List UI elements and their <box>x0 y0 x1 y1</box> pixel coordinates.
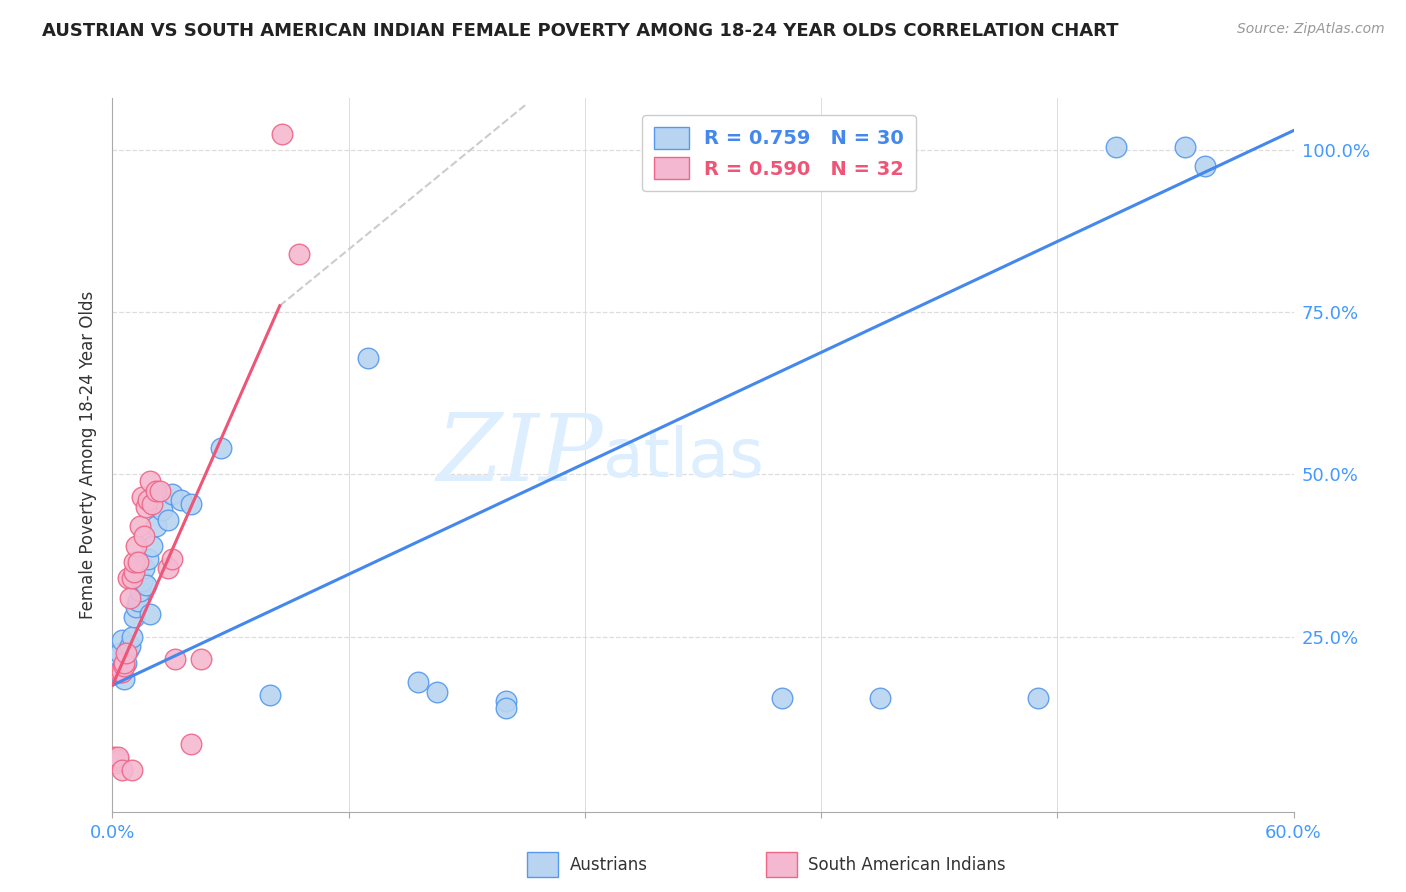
Point <box>105 652 128 666</box>
Text: ZIP: ZIP <box>436 410 603 500</box>
Point <box>426 684 449 698</box>
Point <box>165 652 187 666</box>
Point <box>127 594 149 608</box>
Point <box>121 630 143 644</box>
Text: atlas: atlas <box>603 425 763 491</box>
Point <box>105 756 128 770</box>
Text: Austrians: Austrians <box>569 856 647 874</box>
Point <box>149 483 172 498</box>
Point <box>117 571 139 585</box>
Point <box>1174 140 1197 154</box>
Legend: R = 0.759   N = 30, R = 0.590   N = 32: R = 0.759 N = 30, R = 0.590 N = 32 <box>643 115 915 191</box>
Point <box>112 658 135 673</box>
Point <box>145 519 167 533</box>
Point <box>111 763 134 777</box>
Point <box>190 652 212 666</box>
Point <box>1105 140 1128 154</box>
Point <box>107 753 129 767</box>
Point <box>115 646 138 660</box>
Point <box>107 749 129 764</box>
Point <box>122 555 145 569</box>
Point <box>129 519 152 533</box>
Point <box>111 665 134 680</box>
Text: Source: ZipAtlas.com: Source: ZipAtlas.com <box>1237 22 1385 37</box>
Y-axis label: Female Poverty Among 18-24 Year Olds: Female Poverty Among 18-24 Year Olds <box>79 291 97 619</box>
Point <box>120 591 142 605</box>
Point <box>160 551 183 566</box>
Point <box>121 571 143 585</box>
Point <box>770 691 793 706</box>
Point <box>103 749 125 764</box>
Point <box>121 763 143 777</box>
Text: South American Indians: South American Indians <box>808 856 1007 874</box>
Point <box>1194 159 1216 173</box>
Point <box>127 555 149 569</box>
Point <box>120 640 142 654</box>
Point <box>122 565 145 579</box>
Point <box>125 539 148 553</box>
Point <box>117 642 139 657</box>
Point <box>115 656 138 670</box>
Point <box>180 497 202 511</box>
Point <box>136 493 159 508</box>
Point <box>111 662 134 676</box>
Point <box>139 474 162 488</box>
Point <box>110 665 132 680</box>
Point <box>141 539 163 553</box>
Point <box>180 737 202 751</box>
Point <box>145 483 167 498</box>
Point <box>112 656 135 670</box>
Point <box>259 688 281 702</box>
Point <box>129 584 152 599</box>
Point <box>209 442 232 456</box>
Point <box>288 247 311 261</box>
Point <box>139 607 162 621</box>
Point <box>495 701 517 715</box>
Point <box>270 127 292 141</box>
Point <box>170 493 193 508</box>
Point <box>869 691 891 706</box>
Point <box>141 497 163 511</box>
Point <box>122 610 145 624</box>
Point <box>150 503 173 517</box>
Point <box>125 600 148 615</box>
Point <box>495 694 517 708</box>
Text: AUSTRIAN VS SOUTH AMERICAN INDIAN FEMALE POVERTY AMONG 18-24 YEAR OLDS CORRELATI: AUSTRIAN VS SOUTH AMERICAN INDIAN FEMALE… <box>42 22 1119 40</box>
Point <box>132 561 155 575</box>
Point <box>406 675 429 690</box>
Point <box>357 351 380 365</box>
Point <box>131 490 153 504</box>
Point <box>135 577 157 591</box>
Point <box>132 529 155 543</box>
Point <box>1026 691 1049 706</box>
Point <box>156 513 179 527</box>
Point <box>103 658 125 673</box>
Point <box>131 574 153 589</box>
Point <box>111 632 134 647</box>
Point <box>160 487 183 501</box>
Point <box>156 561 179 575</box>
Point <box>107 665 129 680</box>
Point <box>110 646 132 660</box>
Point <box>136 551 159 566</box>
Point <box>112 672 135 686</box>
Point <box>135 500 157 514</box>
